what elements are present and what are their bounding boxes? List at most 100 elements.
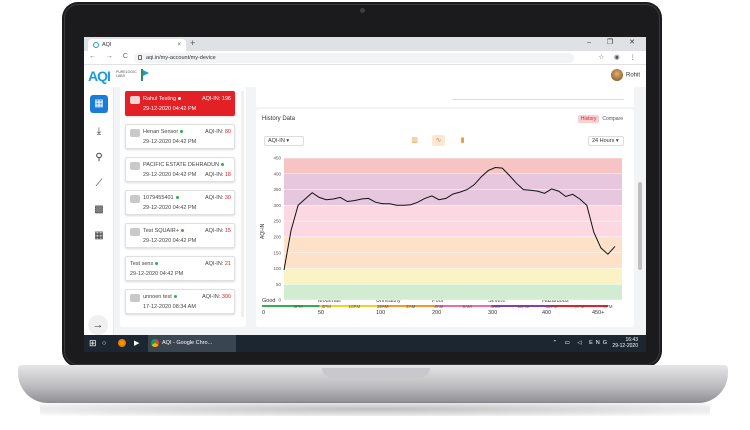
aqi-series-line [283,166,616,271]
legend-value: 100 [376,310,386,316]
metric-select[interactable]: AQI-IN ▾ [264,136,304,146]
app-header: AQI PURELOGIC LABS Rohit [84,65,646,87]
address-bar: ← → C aqi.in/my-account/my-device ☆ ◉ ⋮ [84,51,646,65]
legend-hazardous: Hazardous [542,298,569,304]
download-icon[interactable]: ⤓ [96,126,102,137]
window-controls[interactable]: – ❐ ✕ [587,39,642,46]
summary-strip [256,87,634,107]
line-chart-icon[interactable]: ∿ [432,135,445,146]
device-date: 29-12-2020 04:42 PM [130,271,184,277]
firefox-icon[interactable] [118,339,126,347]
system-tray[interactable]: ⌃ ▭ ◁ ENG [552,340,610,346]
device-card[interactable]: 1079455401 AQI-IN: 30 29-12-2020 04:42 P… [125,190,235,215]
device-name: 1079455401 [143,195,179,201]
device-card[interactable]: Test sens AQI-IN: 21 29-12-2020 04:42 PM [125,256,235,281]
legend-value: 50 [318,310,325,316]
device-icon [130,228,140,236]
x-tick-label: 10AM [518,304,530,309]
x-tick-label: 8PM [322,304,332,309]
device-name: Test sens [130,261,159,267]
nav-buttons[interactable]: ← → C [89,53,132,60]
apps-icon[interactable]: ▦ [94,230,104,241]
windows-start-icon[interactable]: ⊞ [89,338,97,348]
history-compare-toggle[interactable]: History Compare [577,115,626,123]
chrome-taskbar-item[interactable]: AQI - Google Chro... [148,335,236,352]
device-date: 29-12-2020 04:42 PM [143,205,197,211]
aqi-legend: Good Moderate Unhealthy Poor Severe Haza… [262,298,608,324]
y-tick-label: 350 [273,187,281,192]
legend-value: 200 [432,310,442,316]
device-name: Test SQUAIR+ [143,228,184,234]
taskbar: ⊞ ○ ▶ AQI - Google Chro... ⌃ ▭ ◁ ENG 16:… [84,335,646,352]
aqi-band-good [284,284,622,300]
x-tick-label: 4PM [603,304,613,309]
x-tick-label: 2PM [575,304,585,309]
device-card[interactable]: unnoen test AQI-IN: 300 17-12-2020 08:34… [125,289,235,314]
url-text: aqi.in/my-account/my-device [146,55,216,61]
aqi-history-chart: 0 50 100 150 200 250 300 350 400 450 6PM 8PM 10PM 12A… [273,156,622,309]
user-menu[interactable]: Rohit [610,69,640,83]
status-dot-icon [180,130,184,134]
compare-toggle[interactable]: Compare [602,116,623,122]
range-select[interactable]: 24 Hours ▾ [588,136,624,146]
status-dot-icon [178,97,182,101]
history-title: History Data [262,116,296,122]
y-tick-label: 0 [278,298,281,303]
x-tick-label: 6AM [462,304,472,309]
left-rail: ▦ ⤓ ⚲ ⟋ ▩ ▦ [84,87,114,335]
clock[interactable]: 16:43 29-12-2020 [612,337,638,349]
history-toggle[interactable]: History [577,115,600,123]
y-tick-label: 100 [273,266,281,271]
search-icon[interactable]: ○ [102,340,107,347]
aqi-favicon-icon [93,42,99,48]
device-date: 29-12-2020 04:42 PM [143,172,197,178]
device-aqi: AQI-IN: 15 [205,228,231,234]
y-tick-label: 200 [273,234,281,239]
x-tick-label: 10PM [349,304,361,309]
legend-value: 0 [262,310,266,316]
screen: AQI × + – ❐ ✕ ← → C aqi.in/my-account/my… [84,37,646,352]
device-name: Rahul Testing [143,96,182,102]
status-dot-icon [175,196,179,200]
aqi-band-hazardous [284,158,622,174]
device-date: 29-12-2020 04:42 PM [143,139,197,145]
bar-chart-icon[interactable]: ▥ [411,137,418,144]
arrow-right-icon[interactable]: → [88,315,108,335]
extensions-icons[interactable]: ☆ ◉ ⋮ [598,54,640,61]
grid-icon[interactable]: ▦ [90,95,108,113]
legend-poor: Poor [432,298,444,304]
device-card[interactable]: Test SQUAIR+ AQI-IN: 15 29-12-2020 04:42… [125,223,235,248]
x-tick-label: 12AM [377,304,389,309]
device-list: Rahul Testing AQI-IN: 196 29-12-2020 04:… [120,87,246,327]
device-card[interactable]: PACIFIC ESTATE DEHRADUN AQI-IN: 18 29-12… [125,157,235,182]
browser-tab[interactable]: AQI × [88,39,186,51]
summary-divider [452,90,624,100]
flag-logo-icon [141,69,149,81]
url-input[interactable]: aqi.in/my-account/my-device [134,53,574,63]
device-icon [130,96,140,104]
device-date: 17-12-2020 08:34 AM [143,304,196,310]
qr-icon[interactable]: ▩ [94,204,104,215]
device-list-scrollbar[interactable] [241,91,244,317]
file-icon[interactable]: ▮ [460,137,465,144]
avatar [610,69,623,81]
user-name: Rohit [625,72,640,79]
device-card[interactable]: Rahul Testing AQI-IN: 196 29-12-2020 04:… [125,91,235,116]
legend-bar [262,305,608,307]
device-card[interactable]: Henan Sensor AQI-IN: 80 29-12-2020 04:42… [125,124,235,149]
device-name: unnoen test [143,294,177,300]
aqi-band-moderate [284,268,622,285]
device-aqi: AQI-IN: 21 [205,261,231,267]
y-tick-label: 450 [273,156,281,161]
y-tick-label: 50 [276,282,282,287]
link-icon[interactable]: ⚲ [95,152,103,163]
page-scrollbar[interactable] [638,182,642,270]
legend-severe: Severe [488,298,506,304]
chart-icon[interactable]: ⟋ [95,178,103,189]
close-tab-icon[interactable]: × [177,42,181,48]
status-dot-icon [221,163,225,167]
status-dot-icon [155,262,159,266]
new-tab-button[interactable]: + [190,38,196,48]
app-icon[interactable]: ▶ [134,340,140,347]
aqi-logo[interactable]: AQI [88,68,111,84]
